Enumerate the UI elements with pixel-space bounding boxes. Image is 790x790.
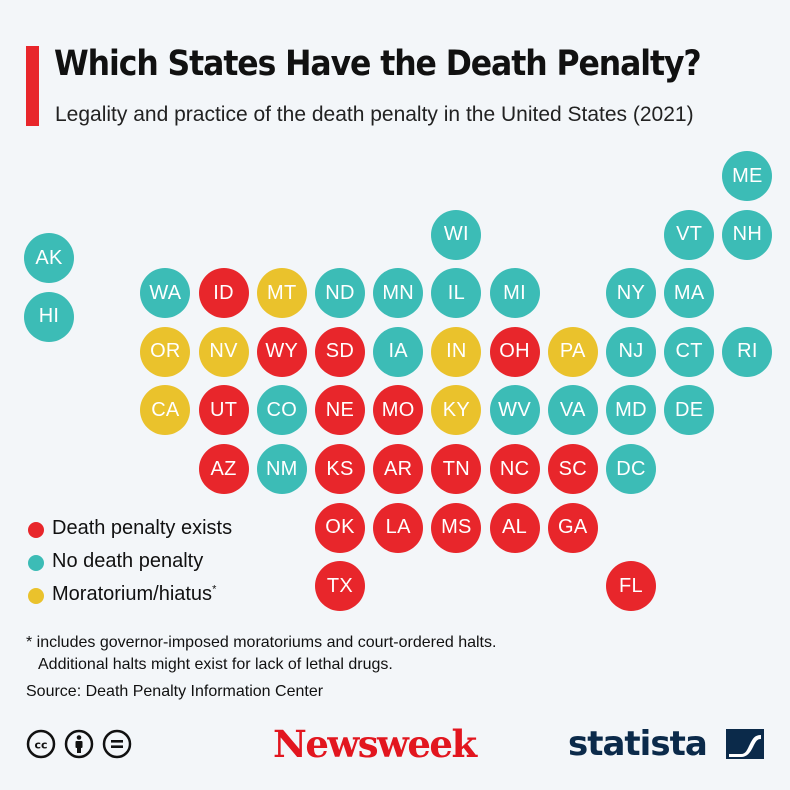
state-tile-va: VA: [547, 385, 598, 436]
state-tile-ia: IA: [373, 326, 424, 377]
state-tile-wi: WI: [431, 209, 482, 260]
cc-icon: cc: [26, 729, 56, 759]
state-tile-id: ID: [198, 268, 249, 319]
legend-dot-none: [28, 555, 44, 571]
legend-label-moratorium: Moratorium/hiatus*: [52, 583, 216, 606]
newsweek-logo: Newsweek: [273, 722, 477, 766]
state-tile-tx: TX: [315, 561, 365, 612]
svg-text:cc: cc: [34, 739, 47, 752]
state-tile-ok: OK: [315, 502, 365, 553]
state-tile-vt: VT: [664, 209, 715, 260]
state-tile-nc: NC: [489, 444, 540, 494]
state-tile-sc: SC: [547, 444, 598, 494]
state-tile-nd: ND: [315, 268, 365, 319]
state-tile-or: OR: [140, 326, 191, 377]
legend-label-exists: Death penalty exists: [52, 517, 233, 539]
state-tile-wv: WV: [489, 385, 540, 436]
state-tile-ct: CT: [664, 326, 715, 377]
state-tile-hi: HI: [24, 291, 74, 342]
state-tile-az: AZ: [198, 444, 249, 494]
state-tile-ca: CA: [140, 385, 191, 436]
license-icons: cc: [26, 729, 132, 759]
footnote-line-1: * includes governor-imposed moratoriums …: [26, 634, 497, 651]
state-tile-ga: GA: [547, 502, 598, 553]
page-title: Which States Have the Death Penalty?: [54, 44, 702, 84]
state-tile-nv: NV: [198, 326, 249, 377]
state-tile-il: IL: [431, 268, 482, 319]
state-tile-sd: SD: [315, 326, 365, 377]
state-tile-mo: MO: [373, 385, 424, 436]
state-tile-ma: MA: [664, 268, 715, 319]
state-tile-md: MD: [606, 385, 656, 436]
statista-mark-icon: [726, 729, 764, 759]
state-tile-ut: UT: [198, 385, 249, 436]
state-tile-ar: AR: [373, 444, 424, 494]
state-tile-tn: TN: [431, 444, 482, 494]
state-tile-ny: NY: [606, 268, 656, 319]
state-tile-mn: MN: [373, 268, 424, 319]
state-tile-fl: FL: [606, 561, 656, 612]
title-accent-bar: [26, 46, 39, 126]
state-tile-me: ME: [722, 151, 773, 201]
legend-footnote-marker: *: [212, 583, 217, 596]
state-tile-ak: AK: [24, 233, 74, 284]
attribution-icon: [64, 729, 94, 759]
source-text: Source: Death Penalty Information Center: [26, 683, 324, 700]
footnote: * includes governor-imposed moratoriums …: [26, 632, 496, 676]
state-tile-ms: MS: [431, 502, 482, 553]
legend-label-none: No death penalty: [52, 550, 204, 572]
state-tile-mt: MT: [256, 268, 307, 319]
state-tile-ne: NE: [315, 385, 365, 436]
state-tile-ri: RI: [722, 326, 773, 377]
state-tile-pa: PA: [547, 326, 598, 377]
statista-logo: statista: [568, 724, 708, 764]
state-tile-nm: NM: [256, 444, 307, 494]
state-tile-la: LA: [373, 502, 424, 553]
page-subtitle: Legality and practice of the death penal…: [55, 103, 694, 126]
state-tile-in: IN: [431, 326, 482, 377]
state-tile-nh: NH: [722, 209, 773, 260]
state-tile-co: CO: [256, 385, 307, 436]
state-tile-wy: WY: [256, 326, 307, 377]
state-tile-mi: MI: [489, 268, 540, 319]
state-tile-al: AL: [489, 502, 540, 553]
no-derivatives-icon: [102, 729, 132, 759]
state-tile-ky: KY: [431, 385, 482, 436]
state-tile-nj: NJ: [606, 326, 656, 377]
legend-dot-moratorium: [28, 588, 44, 604]
footnote-line-2: Additional halts might exist for lack of…: [38, 656, 393, 673]
state-tile-ks: KS: [315, 444, 365, 494]
state-tile-wa: WA: [140, 268, 191, 319]
legend-label-moratorium-text: Moratorium/hiatus: [52, 583, 213, 605]
state-tile-de: DE: [664, 385, 715, 436]
state-tile-oh: OH: [489, 326, 540, 377]
state-tile-dc: DC: [606, 444, 656, 494]
legend-dot-exists: [28, 522, 44, 538]
